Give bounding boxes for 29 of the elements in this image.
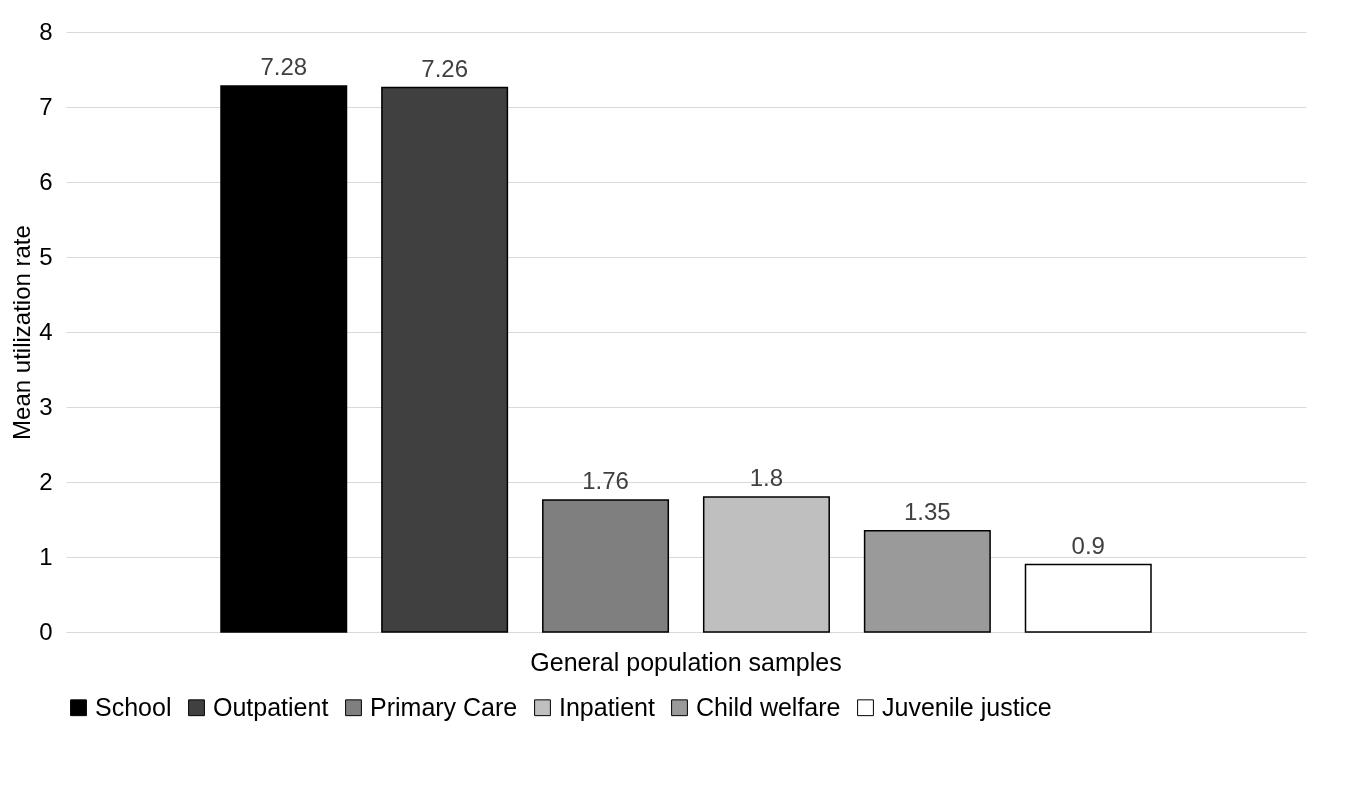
legend-label: Child welfare <box>696 692 841 721</box>
y-tick-label: 6 <box>39 167 53 195</box>
y-tick-label: 0 <box>39 617 53 645</box>
data-label: 0.9 <box>1071 531 1105 559</box>
y-tick-label: 5 <box>39 242 53 270</box>
y-tick-label: 3 <box>39 392 53 420</box>
legend-label: School <box>95 692 172 721</box>
legend-label: Juvenile justice <box>882 692 1052 721</box>
data-label: 7.26 <box>421 54 469 82</box>
data-label: 1.35 <box>903 497 951 525</box>
bar <box>542 499 670 633</box>
y-tick-label: 8 <box>39 17 53 45</box>
legend-label: Outpatient <box>213 692 329 721</box>
y-tick-label: 4 <box>39 317 53 345</box>
bar <box>702 496 830 633</box>
data-label: 7.28 <box>260 53 308 80</box>
data-label: 1.8 <box>749 464 784 491</box>
bar <box>220 85 348 633</box>
bar <box>381 86 509 633</box>
data-label: 1.76 <box>582 467 629 494</box>
bar <box>1024 563 1152 633</box>
legend-label: Inpatient <box>559 692 655 721</box>
y-tick-label: 1 <box>39 542 53 570</box>
y-tick-label: 7 <box>39 92 53 120</box>
legend-label: Primary Care <box>370 692 518 721</box>
x-tick-label: General population samples <box>530 647 842 676</box>
y-axis-title: Mean utilization rate <box>8 225 36 440</box>
y-tick-label: 2 <box>39 467 53 495</box>
bar <box>863 530 991 633</box>
